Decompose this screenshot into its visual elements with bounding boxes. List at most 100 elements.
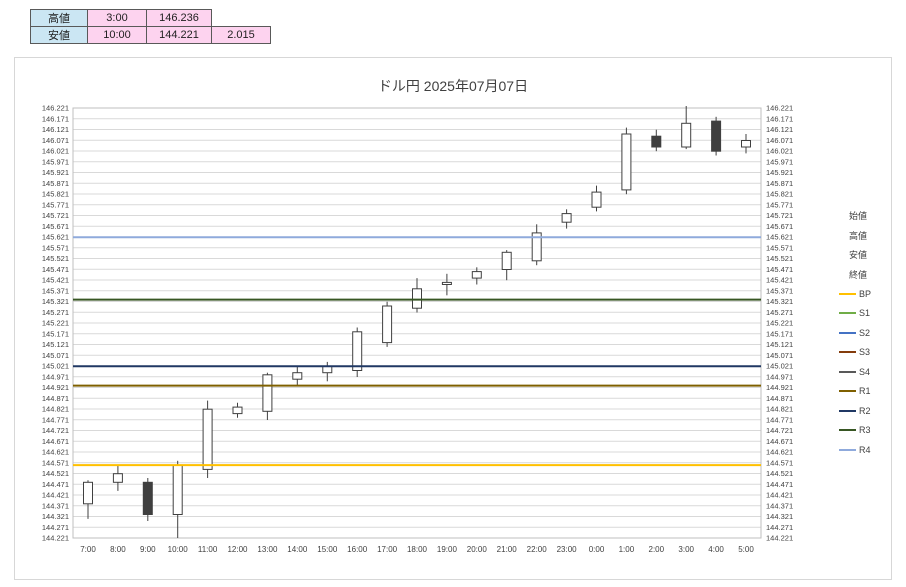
legend-label: R2 — [859, 405, 871, 416]
svg-text:145.321: 145.321 — [42, 297, 69, 306]
legend-marker-R4 — [839, 448, 856, 451]
legend-label: 始値 — [849, 211, 868, 222]
svg-text:144.521: 144.521 — [42, 469, 69, 478]
svg-text:144.221: 144.221 — [766, 534, 793, 543]
svg-text:144.921: 144.921 — [42, 383, 69, 392]
svg-text:22:00: 22:00 — [527, 545, 548, 554]
svg-text:16:00: 16:00 — [347, 545, 368, 554]
svg-text:144.871: 144.871 — [42, 394, 69, 403]
svg-text:145.021: 145.021 — [42, 362, 69, 371]
svg-text:145.621: 145.621 — [42, 233, 69, 242]
svg-text:145.371: 145.371 — [766, 286, 793, 295]
svg-text:144.721: 144.721 — [42, 426, 69, 435]
svg-text:145.871: 145.871 — [766, 179, 793, 188]
legend-item-R1: R1 — [839, 382, 893, 402]
svg-text:145.071: 145.071 — [766, 351, 793, 360]
range-value-cell: 2.015 — [211, 26, 271, 44]
svg-text:145.921: 145.921 — [766, 168, 793, 177]
svg-text:144.771: 144.771 — [42, 415, 69, 424]
legend-item-始値: 始値 — [839, 206, 893, 226]
svg-text:13:00: 13:00 — [257, 545, 278, 554]
low-value-cell: 144.221 — [146, 26, 212, 44]
legend-marker-R1 — [839, 390, 856, 393]
svg-text:145.571: 145.571 — [766, 243, 793, 252]
svg-text:145.021: 145.021 — [766, 362, 793, 371]
svg-text:23:00: 23:00 — [557, 545, 578, 554]
legend-label: 終値 — [849, 269, 868, 280]
svg-text:0:00: 0:00 — [589, 545, 605, 554]
svg-text:144.871: 144.871 — [766, 394, 793, 403]
chart-legend: 始値 高値 安値 終値 BP S1 S2 S3 S4 R1 R2 R3 R4 — [839, 206, 893, 460]
svg-text:144.421: 144.421 — [42, 491, 69, 500]
svg-text:144.521: 144.521 — [766, 469, 793, 478]
legend-item-S2: S2 — [839, 323, 893, 343]
svg-text:145.721: 145.721 — [766, 211, 793, 220]
svg-text:144.271: 144.271 — [766, 523, 793, 532]
legend-label: 高値 — [849, 230, 868, 241]
plot-border — [72, 107, 762, 539]
svg-text:145.971: 145.971 — [766, 157, 793, 166]
svg-text:145.771: 145.771 — [42, 200, 69, 209]
x-axis: 7:00 8:00 9:00 10:00 11:00 12:00 13:00 14:00 15:… — [80, 545, 754, 554]
svg-text:145.821: 145.821 — [42, 190, 69, 199]
svg-text:9:00: 9:00 — [140, 545, 156, 554]
svg-text:146.171: 146.171 — [766, 114, 793, 123]
svg-text:144.821: 144.821 — [42, 405, 69, 414]
svg-text:145.521: 145.521 — [42, 254, 69, 263]
svg-text:144.821: 144.821 — [766, 405, 793, 414]
svg-text:144.671: 144.671 — [766, 437, 793, 446]
legend-label: R3 — [859, 425, 871, 436]
svg-text:145.171: 145.171 — [766, 329, 793, 338]
svg-text:1:00: 1:00 — [619, 545, 635, 554]
legend-marker-BP — [839, 292, 856, 295]
legend-item-終値: 終値 — [839, 265, 893, 285]
svg-text:21:00: 21:00 — [497, 545, 518, 554]
svg-text:145.271: 145.271 — [766, 308, 793, 317]
pivot-lines — [73, 236, 761, 467]
high-time-cell: 3:00 — [87, 9, 147, 27]
candlestick-chart: 144.221 144.271 144.321 144.371 144.421 144.4… — [14, 57, 892, 580]
svg-text:145.621: 145.621 — [766, 233, 793, 242]
svg-text:20:00: 20:00 — [467, 545, 488, 554]
svg-text:144.971: 144.971 — [766, 372, 793, 381]
svg-text:12:00: 12:00 — [227, 545, 248, 554]
svg-text:14:00: 14:00 — [287, 545, 308, 554]
svg-text:145.171: 145.171 — [42, 329, 69, 338]
svg-text:144.671: 144.671 — [42, 437, 69, 446]
svg-text:3:00: 3:00 — [678, 545, 694, 554]
legend-label: S1 — [859, 308, 871, 319]
svg-text:146.071: 146.071 — [766, 136, 793, 145]
svg-text:145.671: 145.671 — [766, 222, 793, 231]
svg-text:145.421: 145.421 — [766, 276, 793, 285]
summary-table: 高値 3:00 146.236 安値 10:00 144.221 2.015 — [30, 9, 271, 44]
svg-text:144.371: 144.371 — [42, 501, 69, 510]
svg-text:146.121: 146.121 — [42, 125, 69, 134]
legend-item-R3: R3 — [839, 421, 893, 441]
svg-text:145.671: 145.671 — [42, 222, 69, 231]
svg-text:144.221: 144.221 — [42, 534, 69, 543]
svg-text:144.371: 144.371 — [766, 501, 793, 510]
legend-label: BP — [859, 288, 872, 299]
legend-item-高値: 高値 — [839, 226, 893, 246]
legend-marker-S1 — [839, 312, 856, 315]
svg-text:145.321: 145.321 — [766, 297, 793, 306]
svg-text:145.921: 145.921 — [42, 168, 69, 177]
low-time-cell: 10:00 — [87, 26, 147, 44]
high-value-cell: 146.236 — [146, 9, 212, 27]
svg-text:146.021: 146.021 — [42, 147, 69, 156]
svg-text:146.121: 146.121 — [766, 125, 793, 134]
svg-text:144.471: 144.471 — [42, 480, 69, 489]
legend-item-安値: 安値 — [839, 245, 893, 265]
svg-text:144.621: 144.621 — [42, 448, 69, 457]
legend-label: 安値 — [849, 250, 868, 261]
svg-text:144.621: 144.621 — [766, 448, 793, 457]
svg-text:145.821: 145.821 — [766, 190, 793, 199]
legend-marker-R2 — [839, 409, 856, 412]
legend-label: S4 — [859, 366, 871, 377]
svg-text:5:00: 5:00 — [738, 545, 754, 554]
svg-text:145.471: 145.471 — [766, 265, 793, 274]
svg-text:146.221: 146.221 — [42, 104, 69, 113]
